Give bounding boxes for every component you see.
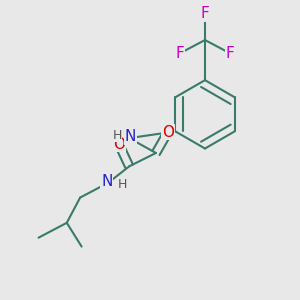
Text: O: O <box>113 136 125 152</box>
Text: N: N <box>101 174 112 189</box>
Text: F: F <box>226 46 235 61</box>
Text: O: O <box>162 125 174 140</box>
Text: H: H <box>117 178 127 191</box>
Text: H: H <box>112 129 122 142</box>
Text: N: N <box>125 129 136 144</box>
Text: F: F <box>201 6 209 21</box>
Text: F: F <box>175 46 184 61</box>
